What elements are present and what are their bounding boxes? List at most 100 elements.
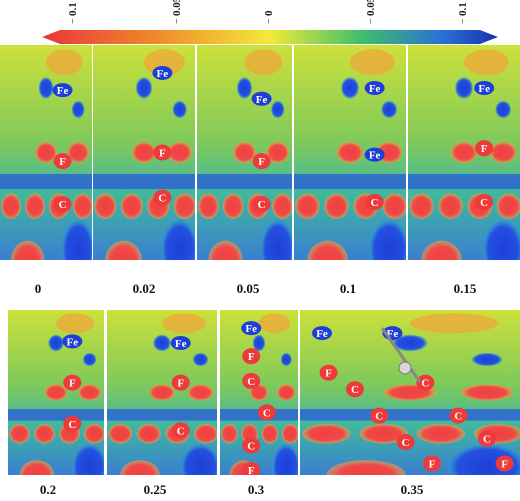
f-atom-blob: [475, 140, 494, 157]
density-glow: [46, 49, 83, 76]
atom-label: C: [258, 199, 266, 211]
atom-marker: C: [257, 404, 276, 421]
atom-marker: F: [252, 153, 271, 170]
density-blob-negative: [438, 193, 463, 220]
density-blob-negative: [78, 384, 102, 401]
c-atom-blob: [365, 193, 384, 210]
density-blob-negative: [276, 384, 296, 401]
c-atom-blob: [242, 372, 261, 389]
atom-label: C: [68, 419, 76, 431]
density-blob-negative: [272, 193, 292, 220]
density-blob-negative: [421, 240, 462, 260]
density-blob-negative: [105, 240, 142, 260]
panel-label: 0.1: [340, 281, 356, 296]
density-glow: [350, 49, 395, 76]
density-blob-negative: [409, 193, 434, 220]
colorbar-tick: − 0.05: [171, 0, 183, 24]
fe-atom-blob: [364, 81, 385, 95]
f-atom-blob: [242, 462, 261, 475]
atom-label: C: [158, 193, 166, 205]
atom-marker: F: [423, 455, 441, 472]
svg-text:−: −: [264, 18, 275, 24]
bond: [380, 327, 422, 383]
svg-text:−: −: [68, 18, 79, 24]
c-atom-blob: [252, 196, 271, 213]
atom-marker: F: [475, 140, 494, 157]
density-blob-positive: [172, 100, 187, 119]
density-blob-negative: [266, 141, 290, 164]
density-blob-positive: [455, 77, 473, 99]
atom-marker: C: [252, 196, 271, 213]
svg-text:0: 0: [263, 10, 275, 16]
atom-label: F: [248, 465, 255, 477]
density-band: [107, 409, 217, 421]
atom-label: C: [247, 376, 255, 388]
density-blob-positive: [236, 77, 253, 99]
atom-label: Fe: [175, 338, 187, 350]
density-blob-positive: [483, 219, 520, 260]
atom-label: F: [69, 378, 76, 390]
atom-marker: C: [63, 415, 82, 432]
density-blob-negative: [72, 193, 92, 220]
density-blob-negative: [382, 193, 406, 220]
atom-marker: C: [396, 434, 415, 450]
density-blob-negative: [460, 384, 514, 401]
atom-marker: C: [346, 381, 364, 398]
atom-marker: F: [242, 462, 261, 477]
contour-panel: Fe F C C C F 0.3: [220, 310, 298, 497]
density-blob-positive: [82, 352, 97, 367]
colorbar-tick: − 0.05: [365, 0, 377, 24]
panel-label: 0.05: [237, 281, 260, 296]
density-blob-positive: [495, 100, 512, 119]
density-blob-negative: [148, 384, 176, 401]
atom-label: Fe: [478, 83, 490, 95]
atom-label: Fe: [316, 328, 328, 340]
atom-marker: Fe: [170, 336, 191, 350]
density-blob-negative: [44, 384, 68, 401]
density-blob-positive: [135, 77, 153, 99]
atom-marker: F: [242, 348, 261, 365]
density-blob-positive: [272, 443, 298, 475]
density-glow: [144, 49, 185, 76]
atom-marker: C: [370, 407, 389, 424]
f-atom-blob: [319, 364, 338, 381]
atom-marker: F: [319, 364, 338, 381]
panel-label: 0.15: [454, 281, 477, 296]
contour-panel: Fe F C 0.15: [408, 45, 520, 296]
atom-label: C: [351, 384, 359, 396]
c-atom-blob: [171, 422, 190, 439]
c-atom-blob: [242, 437, 261, 454]
atom-label: Fe: [369, 150, 381, 162]
density-blob-negative: [336, 141, 364, 164]
density-blob-negative: [136, 423, 161, 444]
panel-label: 0: [35, 281, 42, 296]
atom-marker: C: [365, 193, 384, 210]
density-blob-positive: [252, 334, 266, 352]
atom-label: F: [177, 378, 184, 390]
density-blob-negative: [83, 423, 104, 444]
atom-marker: C: [171, 422, 190, 439]
c-atom-blob: [416, 374, 435, 391]
atom-marker: C: [478, 430, 496, 447]
density-blob-negative: [187, 384, 214, 401]
f-atom-blob: [153, 144, 172, 161]
svg-text:0.1: 0.1: [67, 2, 79, 16]
colorbar-tick: −0: [263, 10, 275, 24]
colorbar: −0.1−0.05−0−0.05−0.1: [42, 0, 498, 44]
density-blob-negative: [173, 193, 195, 220]
atom-label: C: [480, 197, 488, 209]
c-atom-blob: [478, 430, 496, 447]
colorbar-gradient: [42, 30, 498, 44]
density-blob-negative: [94, 193, 117, 220]
density-blob-negative: [34, 141, 58, 164]
c-atom-blob: [449, 407, 468, 424]
density-band: [0, 174, 92, 190]
fe-atom-blob: [170, 336, 191, 350]
atom-label: C: [263, 407, 271, 419]
atom-label: C: [421, 378, 429, 390]
atom-marker: C: [242, 437, 261, 454]
density-blob-positive: [369, 219, 406, 260]
fe-atom-blob: [152, 65, 173, 80]
f-atom-blob: [252, 153, 271, 170]
